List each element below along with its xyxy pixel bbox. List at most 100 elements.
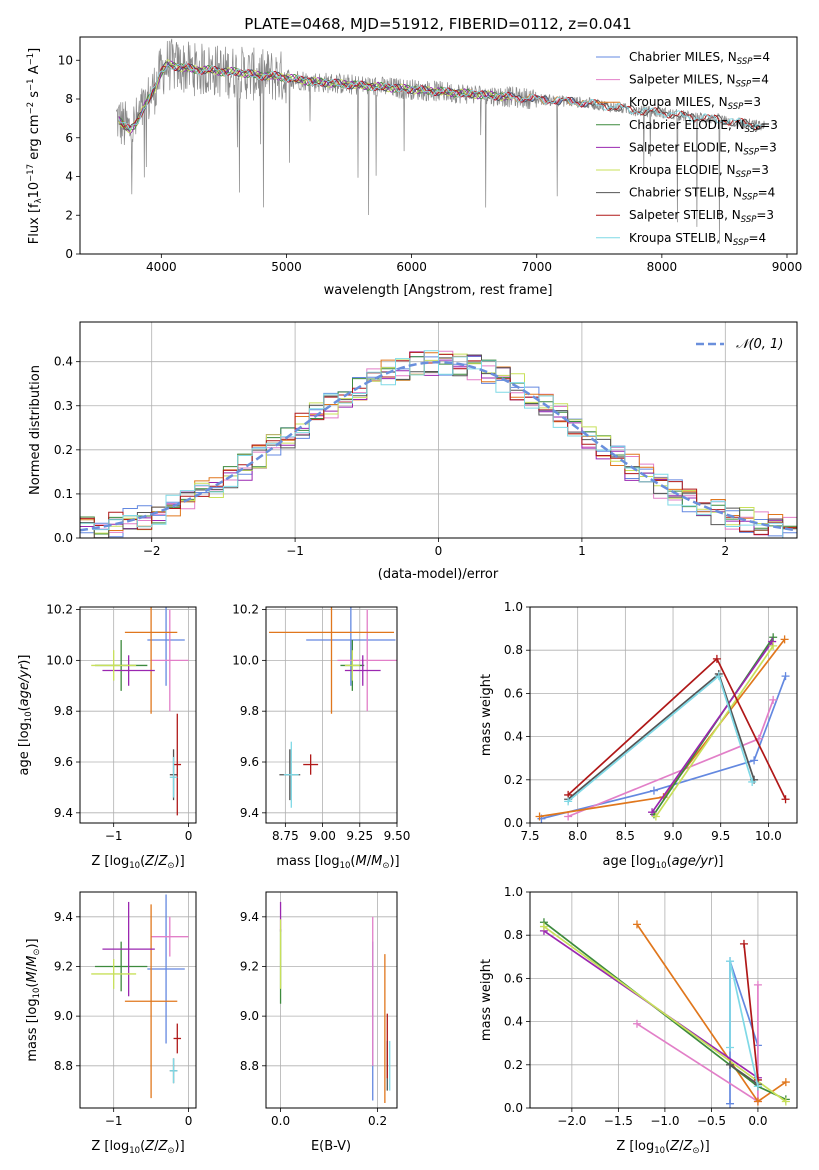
y-tick-label: 0.1 bbox=[54, 487, 73, 501]
y-tick-label: 10.2 bbox=[232, 603, 259, 617]
y-tick-label: 0.2 bbox=[504, 1058, 523, 1072]
y-tick-label: 9.4 bbox=[54, 910, 73, 924]
weight-marker bbox=[769, 633, 778, 642]
x-axis-label: wavelength [Angstrom, rest frame] bbox=[324, 283, 553, 298]
y-tick-label: 9.4 bbox=[240, 806, 259, 820]
x-tick-label: 5000 bbox=[271, 260, 302, 274]
weight-marker bbox=[726, 1043, 735, 1052]
y-tick-label: 0.0 bbox=[504, 816, 523, 830]
x-tick-label: −1 bbox=[105, 829, 123, 843]
errorbar-point bbox=[173, 1023, 182, 1054]
errorbar-point bbox=[151, 609, 189, 712]
errorbar-point bbox=[173, 713, 182, 816]
x-tick-label: 0.2 bbox=[368, 1114, 387, 1128]
y-tick-label: 0 bbox=[65, 247, 73, 261]
axes-frame bbox=[265, 606, 398, 824]
x-tick-label: 0.0 bbox=[271, 1114, 290, 1128]
y-tick-label: 10.0 bbox=[232, 653, 259, 667]
y-tick-label: 0.3 bbox=[54, 399, 73, 413]
x-axis-label: Z [log10​(Z/Z⊙​)] bbox=[91, 1139, 184, 1156]
y-tick-label: 10.0 bbox=[46, 653, 73, 667]
errorbar-point bbox=[91, 650, 137, 681]
panel-age_vs_mass: 8.75 9.00 9.25 9.50 9.4 9.6 9.8 10.0 10.2 mass [l… bbox=[232, 603, 411, 871]
y-tick-label: 8.8 bbox=[240, 1059, 259, 1073]
y-tick-label: 8.8 bbox=[54, 1059, 73, 1073]
x-tick-label: −1 bbox=[286, 544, 304, 558]
weight-marker bbox=[753, 1082, 762, 1091]
legend-label: Salpeter ELODIE, NSSP​=3 bbox=[629, 140, 777, 157]
legend-label: Salpeter STELIB, NSSP​=3 bbox=[629, 208, 774, 225]
x-axis-label: mass [log10​(M/M⊙​)] bbox=[276, 854, 399, 871]
weight-marker bbox=[781, 795, 790, 804]
errorbar-point bbox=[344, 650, 360, 681]
panel-weight_vs_Z: −2.0 −1.5 −1.0 −0.5 0.0 0.0 0.2 0.4 0.6 0.8 1.0 Z [… bbox=[479, 885, 798, 1156]
x-tick-label: 9000 bbox=[772, 260, 803, 274]
y-tick-label: 8 bbox=[65, 92, 73, 106]
y-tick-label: 10.2 bbox=[46, 603, 73, 617]
legend-label: Chabrier STELIB, NSSP​=4 bbox=[629, 186, 775, 203]
x-axis-label: (data-model)/error bbox=[378, 567, 499, 582]
y-tick-label: 0.0 bbox=[54, 531, 73, 545]
x-axis-label: E(B-V) bbox=[311, 1139, 351, 1154]
x-axis-label: age [log10​(age/yr)] bbox=[603, 854, 724, 871]
x-tick-label: 0 bbox=[185, 1114, 193, 1128]
x-tick-label: 10.0 bbox=[755, 829, 782, 843]
weight-line-salpeter-elodie bbox=[651, 641, 773, 813]
y-tick-label: 0.8 bbox=[504, 928, 523, 942]
legend-label: Kroupa STELIB, NSSP​=4 bbox=[629, 231, 766, 248]
x-tick-label: 1 bbox=[578, 544, 586, 558]
y-axis-label: age [log10​(age/yr)] bbox=[17, 655, 34, 776]
figure-title: PLATE=0468, MJD=51912, FIBERID=0112, z=0… bbox=[244, 15, 631, 33]
weight-marker bbox=[564, 812, 573, 821]
errorbar-point bbox=[91, 959, 137, 989]
model-line-kroupa-elodie bbox=[118, 59, 512, 134]
weight-marker bbox=[539, 922, 548, 931]
errorbar-point bbox=[102, 901, 155, 997]
x-tick-label: 0 bbox=[185, 829, 193, 843]
legend-label: Kroupa MILES, NSSP​=3 bbox=[629, 95, 761, 112]
weight-marker bbox=[649, 786, 658, 795]
errorbar-point bbox=[268, 607, 395, 714]
x-tick-label: 7.5 bbox=[520, 829, 539, 843]
x-tick-label: 4000 bbox=[146, 260, 177, 274]
y-tick-label: 2 bbox=[65, 208, 73, 222]
errorbar-point bbox=[337, 609, 397, 712]
weight-marker bbox=[748, 777, 757, 786]
x-tick-label: 0.0 bbox=[748, 1114, 767, 1128]
y-tick-label: 0.6 bbox=[504, 971, 523, 985]
errorbar-point bbox=[169, 1058, 178, 1084]
x-tick-label: −0.5 bbox=[697, 1114, 726, 1128]
errorbar-point bbox=[94, 941, 148, 992]
weight-marker bbox=[769, 695, 778, 704]
y-tick-label: 9.8 bbox=[54, 704, 73, 718]
y-tick-label: 9.6 bbox=[240, 755, 259, 769]
axes-frame bbox=[79, 321, 798, 539]
weight-line-kroupa-elodie bbox=[655, 645, 774, 817]
weight-line-chabrier-stelib bbox=[729, 1064, 759, 1085]
x-tick-label: 8000 bbox=[647, 260, 678, 274]
weight-marker bbox=[781, 672, 790, 681]
x-tick-label: 9.50 bbox=[384, 829, 411, 843]
weight-marker bbox=[651, 812, 660, 821]
y-tick-label: 0.0 bbox=[504, 1101, 523, 1115]
x-tick-label: −2 bbox=[143, 544, 161, 558]
axes-frame bbox=[79, 36, 798, 255]
weight-marker bbox=[769, 641, 778, 650]
y-axis-label: Flux [fλ​10−17​ erg cm−2​ s−1​ A−1​] bbox=[26, 48, 44, 244]
errorbar-point bbox=[147, 607, 185, 686]
weight-marker bbox=[712, 654, 721, 663]
axes-frame bbox=[265, 891, 398, 1109]
y-axis-label: mass weight bbox=[479, 674, 494, 756]
y-tick-label: 0.4 bbox=[504, 730, 523, 744]
weight-marker bbox=[726, 957, 735, 966]
weight-line-kroupa-elodie bbox=[543, 925, 787, 1103]
y-tick-label: 9.6 bbox=[54, 755, 73, 769]
x-tick-label: 8.0 bbox=[568, 829, 587, 843]
errorbar-point bbox=[102, 655, 155, 686]
x-tick-label: 9.25 bbox=[346, 829, 373, 843]
panel-age_vs_Z: −1 0 9.4 9.6 9.8 10.0 10.2 Z [log10​(Z/Z⊙​)] age… bbox=[17, 603, 197, 871]
y-tick-label: 0.2 bbox=[54, 443, 73, 457]
legend-label: Kroupa ELODIE, NSSP​=3 bbox=[629, 163, 769, 180]
panel-spectrum: 4000 5000 6000 7000 8000 9000 0 2 4 6 8 10 Chabrier … bbox=[26, 36, 803, 298]
